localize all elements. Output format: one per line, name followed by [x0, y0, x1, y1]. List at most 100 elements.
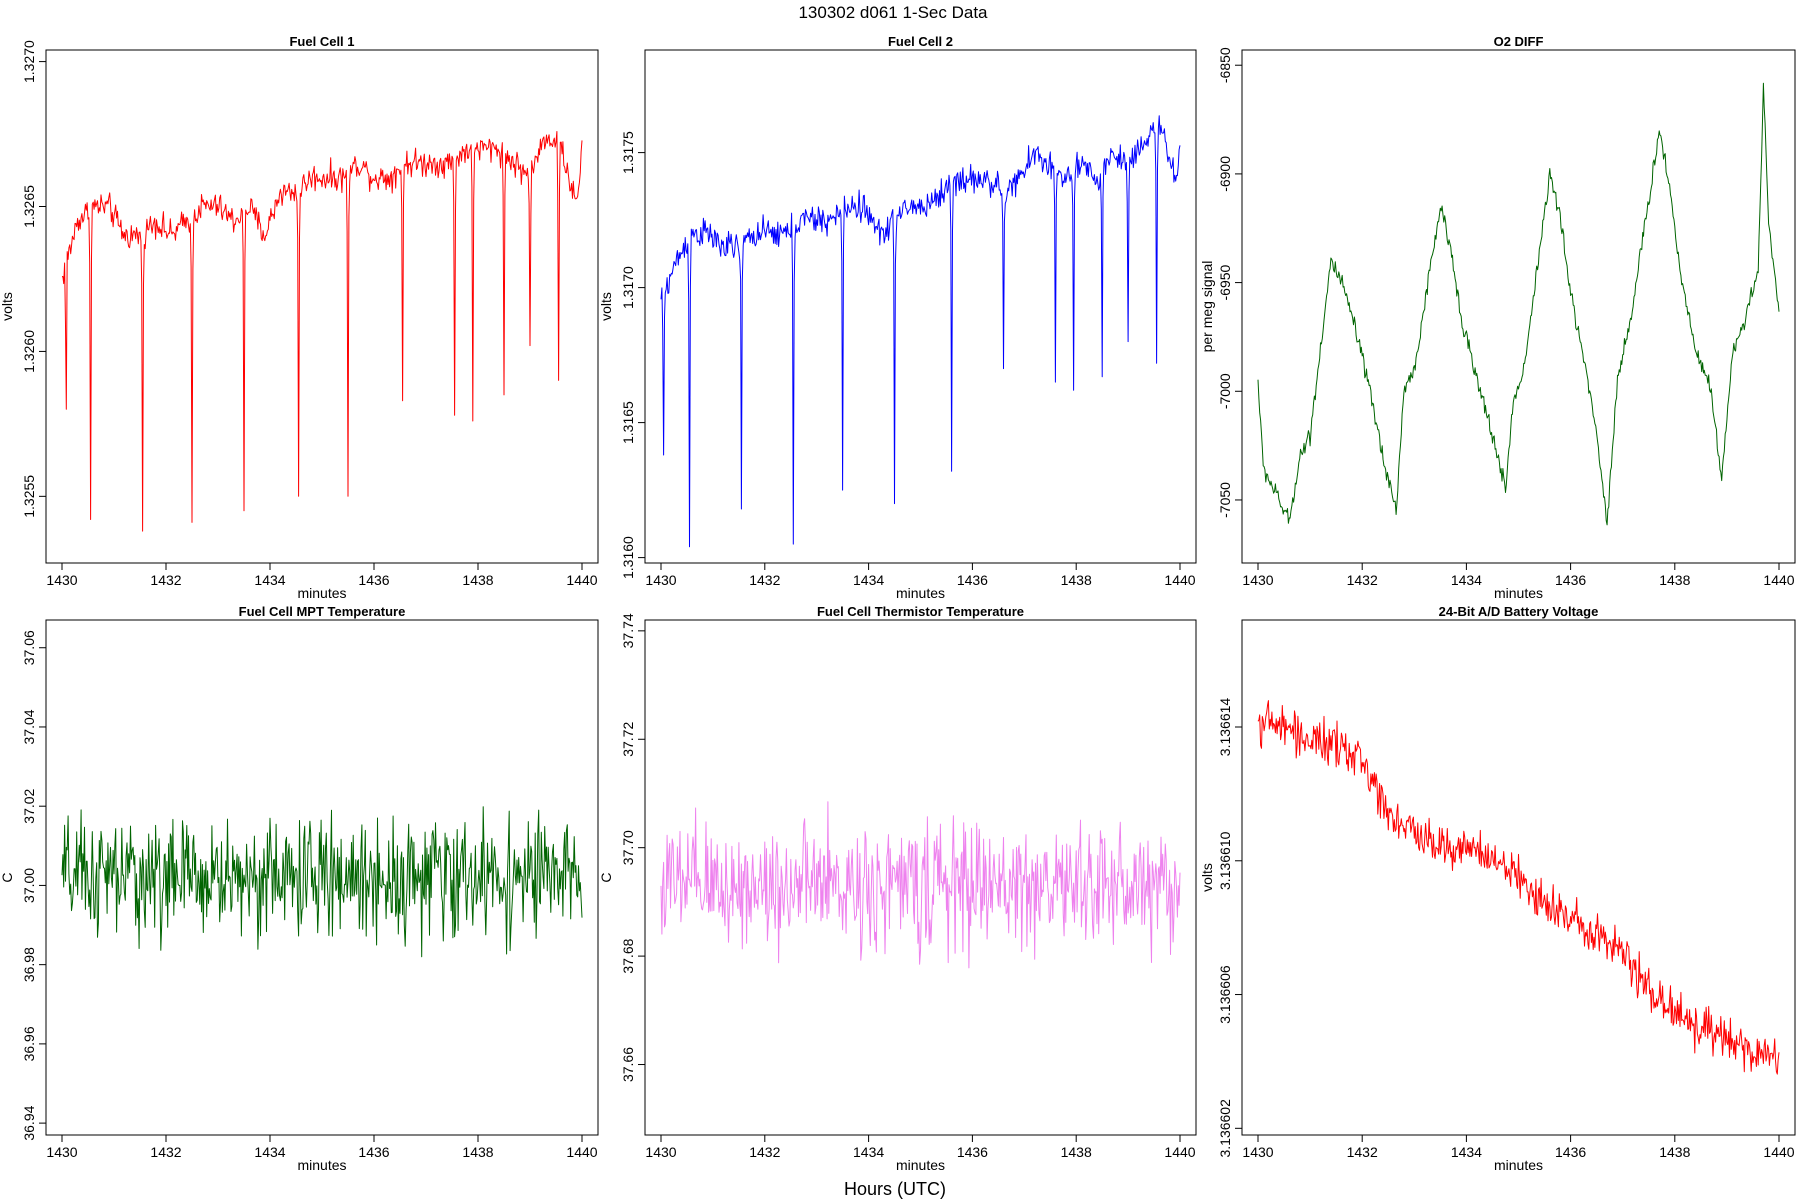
plot-frame	[1241, 49, 1796, 564]
y-tick-label: 1.3170	[620, 266, 636, 309]
panel-title: Fuel Cell 2	[888, 34, 953, 49]
x-tick-label: 1430	[1242, 572, 1273, 588]
panel-1: Fuel Cell 1 1430 1432 1434 1436 1438 1440 1.325…	[0, 34, 599, 601]
y-tick-label: -7050	[1217, 482, 1233, 518]
series-line	[660, 801, 1181, 969]
plot-frame	[644, 619, 1197, 1136]
x-tick-label: 1434	[853, 1144, 884, 1160]
panel-title: Fuel Cell 1	[289, 34, 354, 49]
y-tick-label: -6850	[1217, 47, 1233, 83]
y-axis-label: C	[598, 872, 614, 882]
x-tick-label: 1430	[46, 572, 77, 588]
x-tick-label: 1440	[566, 1144, 597, 1160]
panel-3: O2 DIFF 1430 1432 1434 1436 1438 1440 -7050 -700…	[1199, 34, 1796, 601]
x-tick-label: 1440	[1763, 572, 1794, 588]
y-tick-label: 36.96	[21, 1026, 37, 1061]
y-tick-label: 1.3255	[21, 475, 37, 518]
y-axis-label: volts	[0, 292, 15, 321]
y-tick-label: 1.3165	[620, 401, 636, 444]
y-axis-label: C	[0, 872, 15, 882]
x-tick-label: 1438	[1061, 1144, 1092, 1160]
y-tick-label: 37.70	[620, 830, 636, 865]
y-tick-label: 36.94	[21, 1105, 37, 1140]
x-axis-label: minutes	[1494, 585, 1543, 601]
y-axis-label: volts	[598, 292, 614, 321]
x-tick-label: 1440	[1164, 572, 1195, 588]
plot-frame	[45, 49, 599, 564]
y-tick-label: 3.136602	[1217, 1099, 1233, 1158]
x-tick-label: 1436	[957, 572, 988, 588]
panel-title: Fuel Cell MPT Temperature	[239, 604, 406, 619]
x-tick-label: 1440	[566, 572, 597, 588]
x-tick-label: 1430	[645, 572, 676, 588]
y-tick-label: 1.3260	[21, 330, 37, 373]
x-tick-label: 1436	[957, 1144, 988, 1160]
y-tick-label: 37.06	[21, 630, 37, 665]
y-tick-label: 3.136606	[1217, 965, 1233, 1024]
figure-title: 130302 d061 1-Sec Data	[798, 3, 988, 22]
x-tick-label: 1434	[254, 572, 285, 588]
y-tick-label: 3.136610	[1217, 831, 1233, 890]
y-tick-label: 37.68	[620, 938, 636, 973]
x-tick-label: 1432	[749, 1144, 780, 1160]
y-tick-label: -7000	[1217, 373, 1233, 409]
panel-title: 24-Bit A/D Battery Voltage	[1439, 604, 1599, 619]
plot-frame	[644, 49, 1197, 564]
x-tick-label: 1436	[358, 1144, 389, 1160]
x-tick-label: 1436	[1555, 1144, 1586, 1160]
y-tick-label: 3.136614	[1217, 698, 1233, 757]
x-tick-label: 1434	[853, 572, 884, 588]
x-tick-label: 1432	[1347, 1144, 1378, 1160]
y-tick-label: 36.98	[21, 947, 37, 982]
y-tick-label: 37.04	[21, 709, 37, 744]
x-tick-label: 1432	[1347, 572, 1378, 588]
y-axis-label: volts	[1199, 863, 1215, 892]
x-tick-label: 1436	[1555, 572, 1586, 588]
series-line	[1257, 82, 1780, 526]
y-tick-label: 1.3270	[21, 40, 37, 83]
plot-frame	[1241, 619, 1796, 1136]
series-line	[61, 131, 583, 532]
panel-6: 24-Bit A/D Battery Voltage 1430 1432 1434 14…	[1199, 604, 1796, 1173]
x-tick-label: 1430	[645, 1144, 676, 1160]
x-tick-label: 1432	[150, 1144, 181, 1160]
x-tick-label: 1434	[1451, 1144, 1482, 1160]
x-tick-label: 1438	[1659, 1144, 1690, 1160]
x-axis-label: minutes	[297, 585, 346, 601]
panels: Fuel Cell 1 1430 1432 1434 1436 1438 1440 1.325…	[0, 34, 1796, 1173]
series-line	[1257, 700, 1780, 1075]
outer-x-axis-label: Hours (UTC)	[844, 1179, 946, 1199]
series-line	[660, 115, 1181, 548]
x-axis-label: minutes	[896, 1157, 945, 1173]
y-tick-label: -6900	[1217, 156, 1233, 192]
plot-frame	[45, 619, 599, 1136]
x-tick-label: 1438	[462, 572, 493, 588]
x-axis-label: minutes	[297, 1157, 346, 1173]
x-tick-label: 1434	[254, 1144, 285, 1160]
x-tick-label: 1438	[1659, 572, 1690, 588]
panel-title: Fuel Cell Thermistor Temperature	[817, 604, 1024, 619]
x-tick-label: 1440	[1763, 1144, 1794, 1160]
y-tick-label: 1.3175	[620, 131, 636, 174]
panel-4: Fuel Cell MPT Temperature 1430 1432 1434 143…	[0, 604, 599, 1173]
series-line	[61, 806, 583, 958]
panel-5: Fuel Cell Thermistor Temperature 1430 1432…	[598, 604, 1197, 1173]
x-tick-label: 1436	[358, 572, 389, 588]
panel-title: O2 DIFF	[1494, 34, 1544, 49]
y-tick-label: 37.02	[21, 788, 37, 823]
y-tick-label: -6950	[1217, 264, 1233, 300]
y-axis-label: per meg signal	[1199, 261, 1215, 353]
y-tick-label: 37.72	[620, 722, 636, 757]
x-tick-label: 1434	[1451, 572, 1482, 588]
y-tick-label: 37.66	[620, 1047, 636, 1082]
panel-2: Fuel Cell 2 1430 1432 1434 1436 1438 1440 1.316…	[598, 34, 1197, 601]
y-tick-label: 37.74	[620, 613, 636, 648]
x-axis-label: minutes	[896, 585, 945, 601]
x-tick-label: 1438	[462, 1144, 493, 1160]
x-axis-label: minutes	[1494, 1157, 1543, 1173]
y-tick-label: 1.3160	[620, 536, 636, 579]
y-tick-label: 1.3265	[21, 185, 37, 228]
y-tick-label: 37.00	[21, 868, 37, 903]
